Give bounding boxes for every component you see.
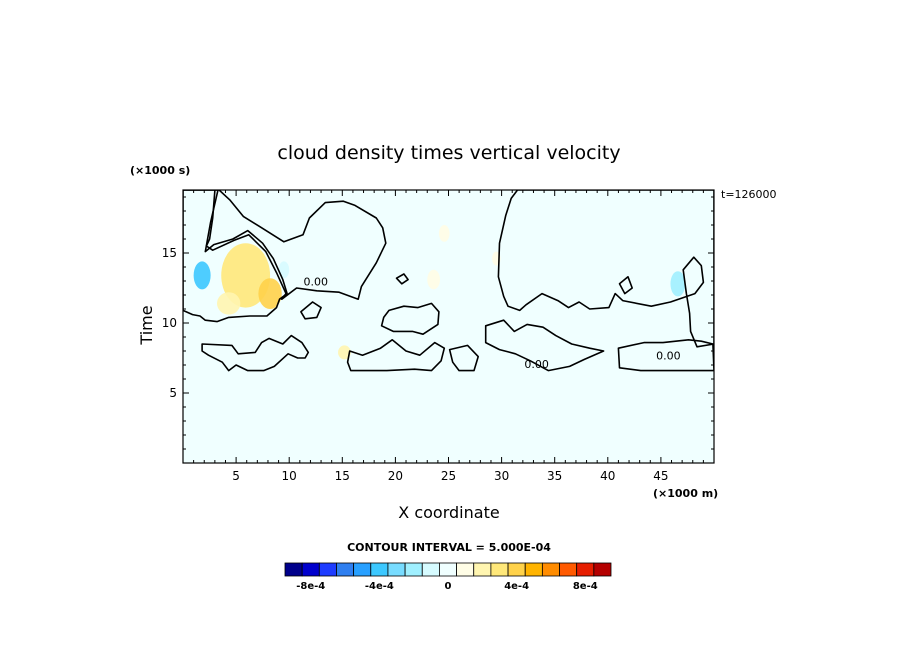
colorbar-swatch-16: [559, 562, 578, 577]
updraft-blob-yellow-mid-1: [427, 269, 441, 290]
y-tick-label-15: 15: [162, 246, 177, 260]
negative-region-mid-cell: [347, 339, 445, 371]
updraft-blob-yellow-mid-2: [438, 225, 450, 242]
colorbar-swatch-3: [336, 562, 355, 577]
colorbar-swatch-14: [524, 562, 543, 577]
updraft-blob-yellow-low: [338, 345, 351, 360]
negative-region-right-band: [485, 320, 604, 371]
x-tick-label-35: 35: [547, 469, 562, 483]
colorbar: -8e-4 -4e-4 0 4e-4 8e-4: [284, 562, 612, 592]
zero-contour-mid-cell: [346, 339, 446, 372]
x-tick-label-10: 10: [282, 469, 297, 483]
zero-contour-small-blob-c: [618, 276, 633, 295]
colorbar-swatch-11: [473, 562, 492, 577]
negative-region-east-updraft: [498, 190, 714, 347]
negative-region-small-blob-a: [300, 302, 322, 319]
zero-contour-low-band-1: [201, 334, 310, 372]
updraft-blob-yellow-west-3: [216, 292, 241, 315]
zero-contour-low-right: [448, 344, 479, 372]
y-tick-label-10: 10: [162, 316, 177, 330]
x-tick-label-15: 15: [335, 469, 350, 483]
colorbar-swatch-18: [593, 562, 612, 577]
negative-region-central-cell: [381, 303, 439, 335]
colorbar-label--8e-4: -8e-4: [296, 581, 325, 592]
plot-area: 0.00 0.00 0.00: [183, 190, 714, 463]
colorbar-label--4e-4: -4e-4: [365, 581, 394, 592]
colorbar-swatch-12: [490, 562, 509, 577]
colorbar-swatch-2: [318, 562, 337, 577]
updraft-blob-yellow-west-2: [258, 278, 282, 309]
colorbar-swatch-6: [387, 562, 406, 577]
x-tick-label-5: 5: [232, 469, 240, 483]
x-axis-unit: (×1000 m): [653, 487, 718, 500]
zero-contour-west-updraft: [183, 190, 387, 300]
zero-contour-left-block: [183, 190, 288, 323]
updraft-blob-yellow-west-1: [221, 243, 271, 308]
colorbar-swatch-8: [421, 562, 440, 577]
contour-label-2: 0.00: [656, 350, 681, 363]
zero-contour-east-updraft: [497, 190, 714, 348]
colorbar-swatch-0: [284, 562, 303, 577]
colorbar-swatch-1: [301, 562, 320, 577]
colorbar-swatch-4: [353, 562, 372, 577]
negative-region-far-right-low: [618, 339, 714, 371]
plot-axes: 5 10 15 20 25 30 35 40 45 5 10 15: [162, 189, 715, 483]
downdraft-blob-blue-west: [193, 261, 211, 290]
contour-label-1: 0.00: [524, 358, 549, 371]
colorbar-label-8e-4: 8e-4: [573, 581, 598, 592]
chart-title: cloud density times vertical velocity: [277, 142, 620, 164]
negative-region-west-updraft: [183, 190, 386, 300]
x-tick-label-40: 40: [600, 469, 615, 483]
x-tick-label-30: 30: [494, 469, 509, 483]
downdraft-blob-blue-west-2: [278, 261, 290, 279]
colorbar-swatch-10: [456, 562, 475, 577]
zero-contour-right-band: [484, 319, 605, 372]
zero-contour-small-blob-a: [300, 301, 322, 320]
colorbar-label-0: 0: [445, 581, 452, 592]
y-tick-label-5: 5: [169, 386, 177, 400]
zero-contour-central-cell: [380, 302, 440, 335]
y-axis-unit: (×1000 s): [130, 164, 190, 177]
colorbar-swatch-9: [439, 562, 457, 577]
negative-region-low-right: [449, 345, 479, 371]
colorbar-swatch-13: [507, 562, 526, 577]
contour-label-0: 0.00: [304, 275, 329, 288]
time-stamp-label: t=126000: [721, 188, 777, 201]
downdraft-blob-blue-east: [670, 271, 686, 297]
x-tick-label-45: 45: [653, 469, 668, 483]
colorbar-swatch-15: [541, 562, 560, 577]
colorbar-swatch-17: [576, 562, 595, 577]
x-axis-label: X coordinate: [398, 503, 499, 522]
colorbar-label-4e-4: 4e-4: [504, 581, 529, 592]
contour-interval-label: CONTOUR INTERVAL = 5.000E-04: [347, 541, 551, 554]
x-tick-label-20: 20: [388, 469, 403, 483]
x-tick-label-25: 25: [441, 469, 456, 483]
colorbar-swatch-7: [404, 562, 423, 577]
zero-contour-small-blob-b: [395, 273, 409, 285]
colorbar-swatch-5: [370, 562, 389, 577]
y-axis-label: Time: [137, 305, 156, 345]
